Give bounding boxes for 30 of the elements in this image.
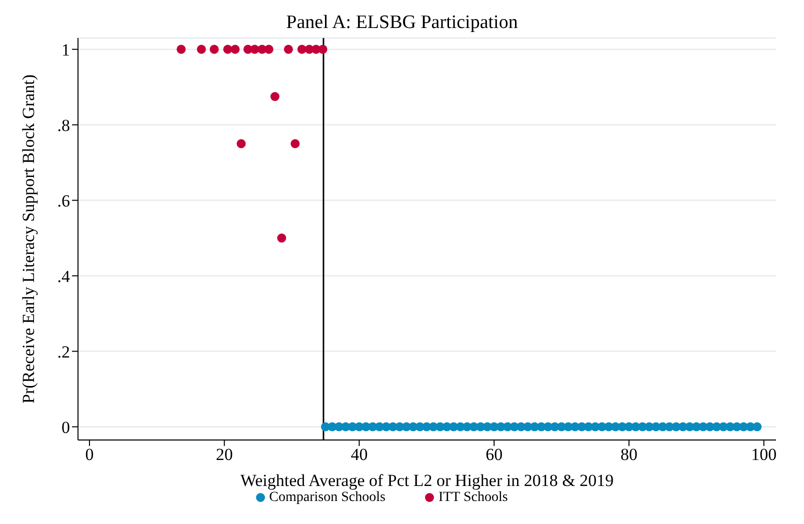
x-tick-label: 100	[751, 445, 777, 464]
y-tick-label: .2	[57, 342, 70, 362]
x-tick-label: 20	[216, 445, 233, 464]
point	[290, 139, 300, 148]
point	[318, 44, 328, 54]
point	[270, 92, 280, 102]
y-tick-label: .4	[57, 266, 70, 286]
point	[264, 44, 274, 54]
x-axis-title: Weighted Average of Pct L2 or Higher in 2018 & 2019	[240, 471, 614, 490]
y-tick-label: 1	[62, 40, 70, 60]
point	[210, 44, 219, 54]
legend-label: Comparison Schools	[269, 490, 386, 505]
y-axis-title: Pr(Receive Early Literacy Support Block Grant)	[19, 74, 38, 404]
point	[250, 44, 260, 54]
point	[284, 44, 293, 54]
y-tick-label: .6	[57, 191, 70, 210]
x-tick-label: 0	[85, 445, 94, 464]
x-tick-label: 60	[486, 445, 503, 464]
point	[176, 44, 186, 54]
y-tick-label: 0	[62, 418, 70, 437]
legend-label: ITT Schools	[438, 490, 508, 505]
x-tick-label: 80	[620, 445, 638, 464]
x-tick-label: 40	[350, 445, 368, 464]
point	[236, 139, 246, 148]
chart-title: Panel A: ELSBG Participation	[286, 12, 518, 33]
y-tick-label: .8	[57, 116, 70, 135]
point	[230, 44, 240, 54]
point	[297, 44, 306, 54]
point	[196, 44, 206, 54]
point	[277, 234, 286, 243]
